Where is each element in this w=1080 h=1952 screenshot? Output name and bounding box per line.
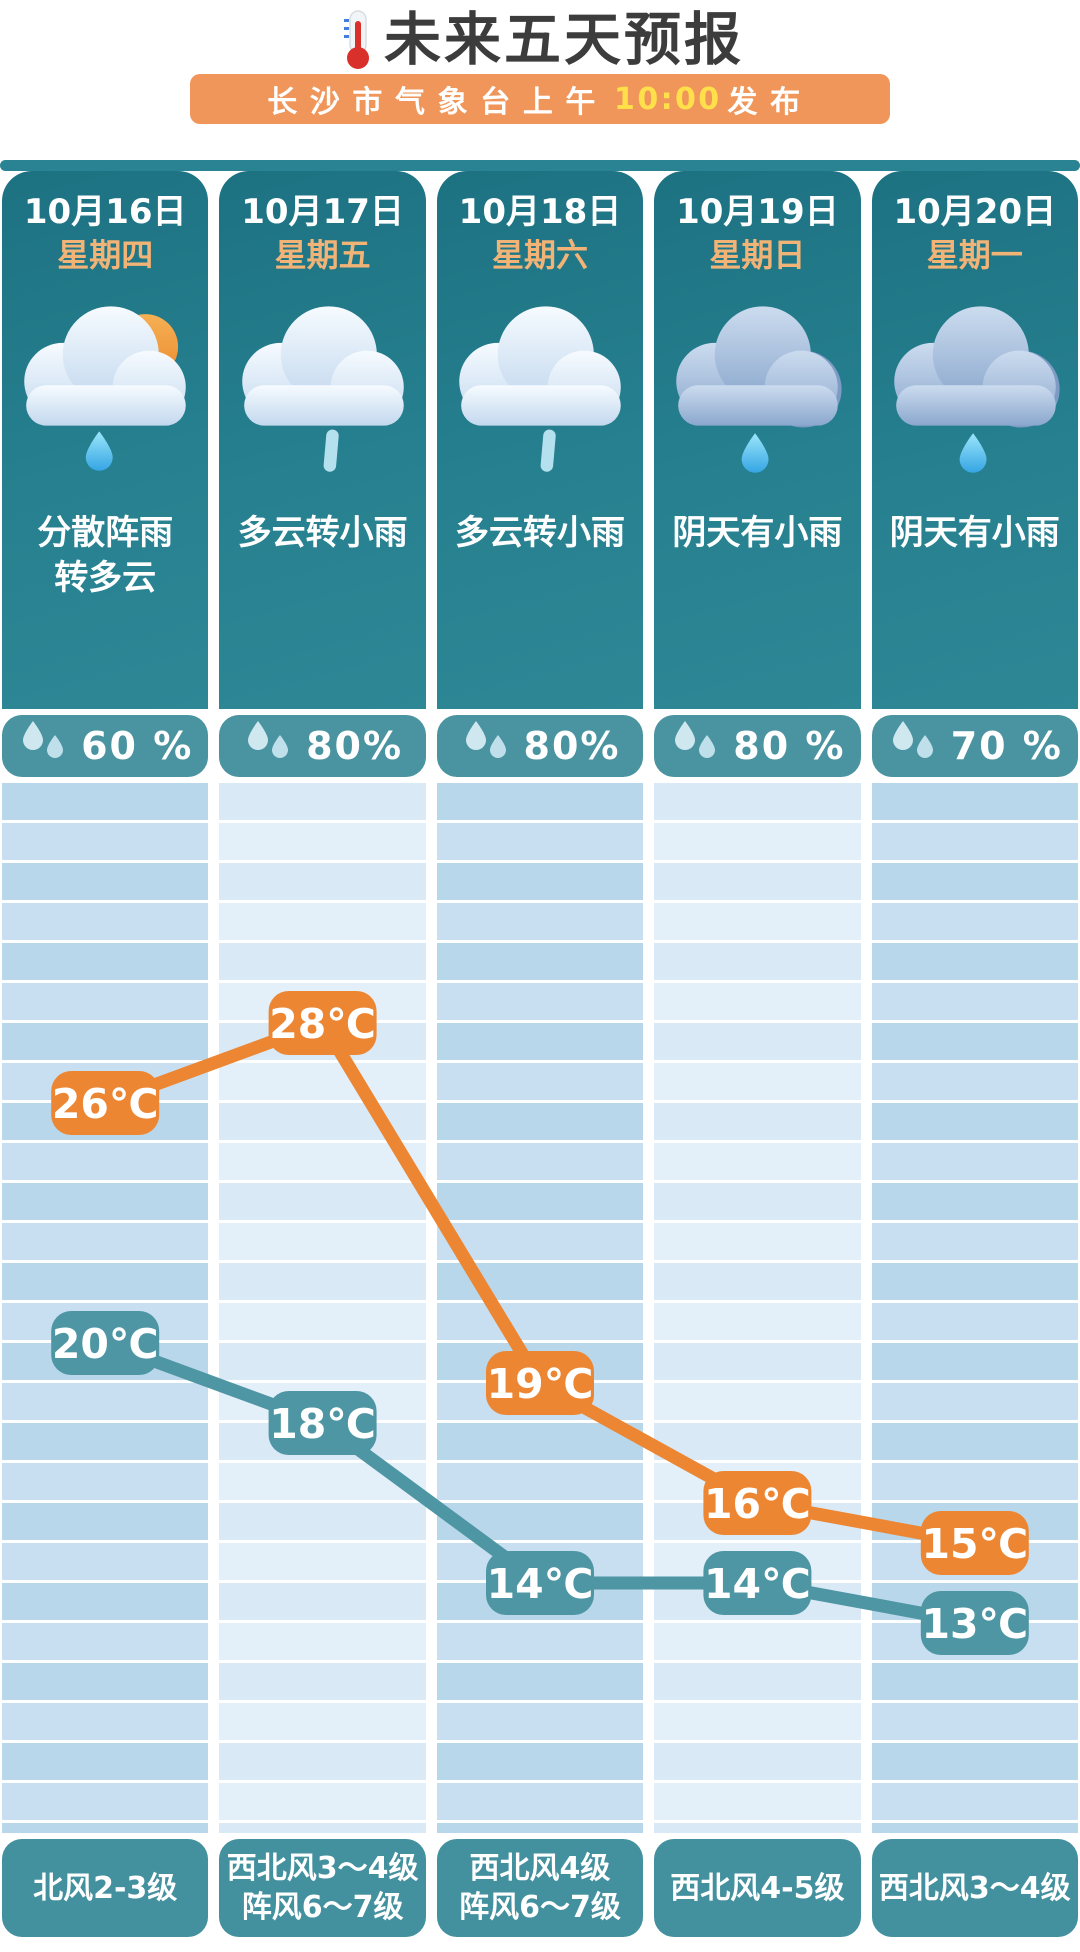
publish-time: 10:00	[614, 81, 722, 117]
wind-badge: 西北风3～4级	[871, 1839, 1078, 1937]
date-label: 10月16日	[23, 192, 187, 232]
weather-icon	[223, 285, 423, 497]
svg-text:15℃: 15℃	[921, 1520, 1028, 1568]
forecast-card: 10月16日 星期四 分散阵雨 转多云	[2, 171, 209, 709]
svg-text:18℃: 18℃	[269, 1400, 376, 1448]
weather-desc: 多云转小雨	[454, 513, 625, 553]
weekday-label: 星期一	[926, 236, 1023, 274]
temp-point-label: 26℃	[51, 1071, 160, 1135]
weather-icon	[5, 285, 205, 497]
chart-column-stripe	[2, 783, 209, 1833]
precip-value: 80%	[523, 724, 621, 768]
date-label: 10月19日	[676, 192, 839, 232]
water-drops-icon	[17, 719, 69, 774]
overcast-light-rain-icon	[676, 306, 843, 473]
water-drops-icon	[460, 719, 512, 774]
wind-row: 北风2-3级 西北风3～4级 阵风6～7级 西北风4级 阵风6～7级 西北风4-…	[0, 1839, 1080, 1937]
temp-point-label: 18℃	[268, 1391, 377, 1455]
weather-icon	[440, 285, 640, 497]
forecast-card: 10月20日 星期一 阴天有小雨	[871, 171, 1078, 709]
wind-line: 西北风4-5级	[670, 1870, 845, 1906]
wind-line: 阵风6～7级	[459, 1890, 621, 1925]
precip-chance-badge: 70 %	[871, 715, 1078, 777]
weekday-label: 星期五	[274, 236, 371, 274]
wind-badge: 西北风3～4级 阵风6～7级	[219, 1839, 426, 1937]
temp-point-label: 14℃	[486, 1551, 594, 1615]
weekday-label: 星期日	[709, 236, 806, 274]
weather-icon	[875, 285, 1075, 497]
temp-point-label: 15℃	[920, 1511, 1029, 1575]
temp-point-label: 28℃	[268, 991, 377, 1055]
wind-line: 阵风6～7级	[241, 1890, 404, 1925]
svg-text:16℃: 16℃	[704, 1480, 811, 1528]
partly-cloudy-shower-icon	[24, 306, 186, 471]
temp-point-label: 19℃	[486, 1351, 594, 1415]
forecast-cards-row: 10月16日 星期四 分散阵雨 转多云 10月17日 星期五 多云转小雨	[0, 171, 1080, 709]
thermometer-icon	[344, 10, 369, 69]
svg-text:20℃: 20℃	[52, 1320, 159, 1368]
date-label: 10月20日	[893, 192, 1057, 232]
publisher-text: 长沙市气象台上午	[267, 85, 609, 120]
overcast-light-rain-icon	[894, 306, 1060, 473]
chart-background	[0, 783, 1080, 1833]
publisher-banner: 长沙市气象台上午 10:00 发布	[190, 74, 890, 124]
chart-column-stripe	[871, 783, 1078, 1833]
publish-suffix: 发布	[727, 85, 813, 120]
precip-value: 80 %	[733, 724, 846, 768]
svg-text:19℃: 19℃	[487, 1360, 594, 1408]
forecast-card: 10月19日 星期日 阴天有小雨	[654, 171, 861, 709]
wind-line: 西北风3～4级	[878, 1870, 1071, 1906]
temp-point-label: 16℃	[703, 1471, 812, 1535]
page-title: 未来五天预报	[384, 6, 744, 73]
water-drops-icon	[887, 719, 939, 774]
precip-value: 60 %	[81, 724, 194, 768]
cloudy-light-rain-icon	[241, 306, 404, 472]
chart-column-stripe	[219, 783, 426, 1833]
svg-text:26℃: 26℃	[52, 1080, 159, 1128]
precip-chance-badge: 60 %	[2, 715, 209, 777]
wind-badge: 西北风4级 阵风6～7级	[436, 1839, 644, 1937]
weather-desc: 阴天有小雨	[672, 513, 843, 553]
cloudy-light-rain-icon	[459, 306, 621, 472]
date-label: 10月17日	[241, 192, 404, 232]
temp-line-chart: 26℃ 28℃ 19℃ 16℃ 15℃ 20℃ 18℃ 14℃ 14℃ 13℃	[51, 991, 1029, 1655]
forecast-card: 10月17日 星期五 多云转小雨	[219, 171, 426, 709]
precip-chance-badge: 80 %	[654, 715, 861, 777]
weekday-label: 星期六	[491, 236, 588, 274]
chart-column-stripe	[436, 783, 644, 1833]
temperature-chart: 26℃ 28℃ 19℃ 16℃ 15℃ 20℃ 18℃ 14℃ 14℃ 13℃	[0, 783, 1080, 1833]
wind-badge: 北风2-3级	[2, 1839, 209, 1937]
precip-chance-badge: 80%	[436, 715, 644, 777]
weekday-label: 星期四	[57, 236, 154, 274]
wind-badge: 西北风4-5级	[654, 1839, 861, 1937]
forecast-card: 10月18日 星期六 多云转小雨	[436, 171, 644, 709]
temp-point-label: 13℃	[920, 1591, 1029, 1655]
precip-value: 70 %	[950, 724, 1063, 768]
svg-text:28℃: 28℃	[269, 1000, 376, 1048]
divider-bar	[0, 160, 1080, 171]
svg-text:14℃: 14℃	[704, 1560, 811, 1608]
chart-column-stripe	[654, 783, 861, 1833]
wind-line: 西北风3～4级	[226, 1851, 419, 1886]
weather-desc: 分散阵雨 转多云	[37, 513, 174, 598]
precip-row: 60 % 80% 80% 80 % 70 %	[0, 715, 1080, 777]
temp-point-label: 20℃	[51, 1311, 160, 1375]
weather-desc: 多云转小雨	[237, 513, 408, 553]
precip-value: 80%	[306, 724, 404, 768]
precip-chance-badge: 80%	[219, 715, 426, 777]
weather-icon	[657, 285, 857, 497]
page-header: 未来五天预报	[0, 0, 1080, 72]
wind-line: 北风2-3级	[33, 1870, 178, 1906]
water-drops-icon	[242, 719, 294, 774]
weather-desc: 阴天有小雨	[889, 513, 1060, 553]
temp-line-series	[98, 1016, 982, 1550]
svg-text:13℃: 13℃	[921, 1600, 1028, 1648]
wind-line: 西北风4级	[469, 1851, 611, 1886]
water-drops-icon	[669, 719, 721, 774]
temp-point-label: 14℃	[703, 1551, 812, 1615]
date-label: 10月18日	[458, 192, 622, 232]
svg-text:14℃: 14℃	[487, 1560, 594, 1608]
